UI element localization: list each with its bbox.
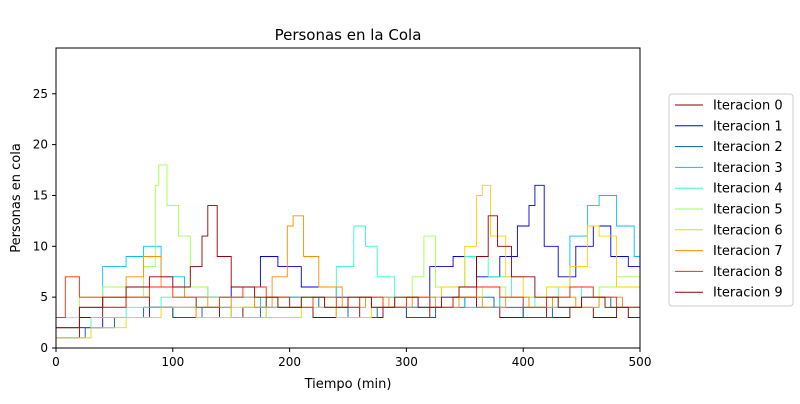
- x-axis: 0 100 200 300 400 500: [52, 348, 651, 369]
- legend-label-4: Iteracion 4: [713, 182, 783, 197]
- legend: Iteracion 0 Iteracion 1 Iteracion 2 Iteraci…: [668, 93, 794, 307]
- series-line-9: [56, 205, 640, 329]
- legend-label-2: Iteracion 2: [713, 140, 783, 155]
- legend-label-7: Iteracion 7: [713, 244, 783, 259]
- legend-label-9: Iteracion 9: [713, 286, 783, 301]
- y-tick-label: 20: [33, 138, 48, 152]
- y-axis-label: Personas en cola: [9, 143, 24, 253]
- y-tick-label: 5: [40, 290, 48, 304]
- legend-label-0: Iteracion 0: [713, 99, 783, 114]
- y-tick-label: 0: [40, 341, 48, 355]
- y-tick-label: 15: [33, 188, 48, 202]
- x-tick-label: 200: [278, 355, 301, 369]
- series-line-5: [56, 164, 640, 318]
- x-tick-label: 400: [512, 355, 535, 369]
- plot-frame: [55, 47, 641, 349]
- legend-label-6: Iteracion 6: [713, 223, 783, 238]
- x-tick-label: 0: [52, 355, 60, 369]
- y-tick-label: 25: [33, 87, 48, 101]
- x-tick-label: 500: [629, 355, 652, 369]
- x-tick-label: 100: [161, 355, 184, 369]
- legend-label-5: Iteracion 5: [713, 203, 783, 218]
- plot-area: [56, 164, 640, 339]
- legend-label-8: Iteracion 8: [713, 265, 783, 280]
- legend-label-1: Iteracion 1: [713, 119, 783, 134]
- y-tick-label: 10: [33, 239, 48, 253]
- x-axis-label: Tiempo (min): [304, 377, 392, 392]
- y-axis: 0 5 10 15 20 25: [33, 87, 56, 355]
- chart-title: Personas en la Cola: [275, 26, 422, 44]
- x-tick-label: 300: [395, 355, 418, 369]
- legend-label-3: Iteracion 3: [713, 161, 783, 176]
